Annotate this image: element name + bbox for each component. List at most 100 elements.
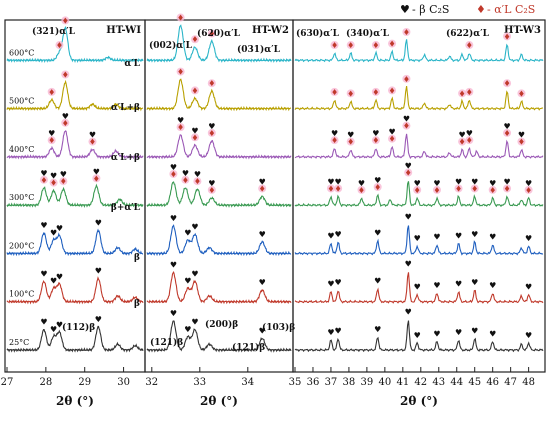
alpha-halo	[388, 86, 397, 95]
alpha-halo	[388, 39, 397, 48]
alpha-marker: ♦	[347, 138, 354, 147]
panel-3-tick-label: 37	[325, 377, 338, 388]
alpha-marker: ♦	[503, 79, 510, 88]
panel-2-tick-label: 34	[241, 377, 254, 388]
alpha-marker: ♦	[489, 186, 496, 195]
alpha-marker: ♦	[503, 184, 510, 193]
legend: ♥ - β C₂S ♦ - α′L C₂S	[400, 3, 535, 16]
panel-3: 35 36 37 38 39 40 41 42 43 44 45 46 47 48 2θ (°) HT-W3 ♥…	[289, 19, 546, 408]
beta-marker: ♥	[374, 277, 381, 286]
alpha-halo	[181, 175, 190, 184]
panel-3-xlabel: 2θ (°)	[400, 394, 438, 408]
beta-marker: ♥	[177, 116, 184, 125]
beta-marker: ♥	[184, 228, 191, 237]
temperature-label-25c: 25°C	[9, 338, 29, 347]
pattern-line-200c	[146, 224, 292, 257]
panel-3-annotation: (630)α′L	[296, 28, 340, 39]
alpha-halo	[346, 41, 355, 50]
alpha-halo	[207, 29, 216, 38]
alpha-halo	[47, 136, 56, 145]
alpha-marker: ♦	[208, 29, 215, 38]
alpha-halo	[92, 174, 101, 183]
beta-marker: ♥	[259, 326, 266, 335]
alpha-marker: ♦	[62, 119, 69, 128]
beta-marker: ♥	[525, 179, 532, 188]
beta-marker: ♥	[50, 228, 57, 237]
alpha-halo	[169, 169, 178, 178]
beta-marker: ♥	[405, 259, 412, 268]
panel-1-annotation: α′L+β	[111, 153, 140, 163]
beta-marker: ♥	[327, 231, 334, 240]
beta-marker: ♥	[518, 131, 525, 140]
pattern-line-500c	[146, 78, 292, 112]
beta-marker: ♥	[374, 176, 381, 185]
alpha-halo	[454, 184, 463, 193]
beta-marker: ♥	[455, 328, 462, 337]
beta-marker: ♥	[56, 224, 63, 233]
alpha-halo	[402, 28, 411, 37]
alpha-marker: ♦	[62, 16, 69, 25]
beta-marker: ♥	[489, 281, 496, 290]
alpha-halo	[191, 35, 199, 44]
pattern-line-400c	[6, 130, 144, 160]
beta-marker: ♥	[208, 122, 215, 131]
alpha-halo	[371, 87, 380, 96]
legend-alpha-text: - α′L C₂S	[487, 3, 535, 16]
alpha-halo	[39, 175, 48, 184]
alpha-marker: ♦	[191, 86, 198, 95]
beta-marker: ♥	[525, 282, 532, 291]
beta-marker: ♥	[466, 129, 473, 138]
alpha-halo	[47, 87, 56, 96]
alpha-marker: ♦	[405, 169, 412, 178]
alpha-halo	[207, 79, 216, 88]
alpha-halo	[207, 128, 216, 137]
beta-marker: ♥	[170, 309, 177, 318]
pattern-line-300c	[6, 183, 144, 208]
alpha-marker: ♦	[503, 129, 510, 138]
alpha-marker: ♦	[194, 177, 201, 186]
alpha-halo	[465, 136, 474, 145]
alpha-marker: ♦	[191, 35, 198, 44]
panel-1-tick-label: 27	[1, 377, 14, 388]
alpha-marker: ♦	[518, 138, 525, 147]
panel-3-annotation: (622)α′L	[446, 28, 490, 39]
beta-marker: ♥	[414, 234, 421, 243]
pattern-line-300c	[146, 181, 292, 208]
alpha-marker: ♦	[182, 176, 189, 185]
alpha-marker: ♦	[331, 41, 338, 50]
alpha-halo	[61, 70, 70, 79]
pattern-line-100c	[6, 276, 144, 305]
alpha-halo	[524, 185, 533, 194]
beta-marker: ♥	[191, 318, 198, 327]
panel-3-tick-label: 41	[396, 377, 409, 388]
alpha-halo	[176, 13, 185, 22]
beta-marker: ♥	[503, 122, 510, 131]
beta-marker: ♥	[48, 129, 55, 138]
panel-1-label: HT-WI	[106, 25, 141, 36]
panel-3-tick-label: 46	[486, 377, 499, 388]
pattern-line-300c	[294, 181, 544, 208]
pattern-line-200c	[6, 228, 144, 257]
beta-marker: ♥	[170, 261, 177, 270]
alpha-marker: ♦	[208, 129, 215, 138]
alpha-marker: ♦	[208, 79, 215, 88]
beta-marker: ♥	[433, 179, 440, 188]
alpha-marker: ♦	[62, 70, 69, 79]
alpha-marker: ♦	[403, 28, 410, 37]
beta-marker: ♥	[335, 230, 342, 239]
beta-marker: ♥	[40, 221, 47, 230]
beta-marker: ♥	[372, 129, 379, 138]
beta-marker: ♥	[194, 170, 201, 179]
beta-marker: ♥	[50, 172, 57, 181]
beta-marker: ♥	[95, 218, 102, 227]
panel-3-tick-label: 35	[289, 377, 302, 388]
panel-2-label: HT-W2	[252, 25, 289, 36]
beta-marker: ♥	[327, 280, 334, 289]
beta-marker: ♥	[489, 233, 496, 242]
beta-marker: ♥	[388, 128, 395, 137]
alpha-marker: ♦	[388, 135, 395, 144]
alpha-marker: ♦	[170, 170, 177, 179]
alpha-halo	[330, 41, 339, 50]
alpha-marker: ♦	[459, 89, 466, 98]
